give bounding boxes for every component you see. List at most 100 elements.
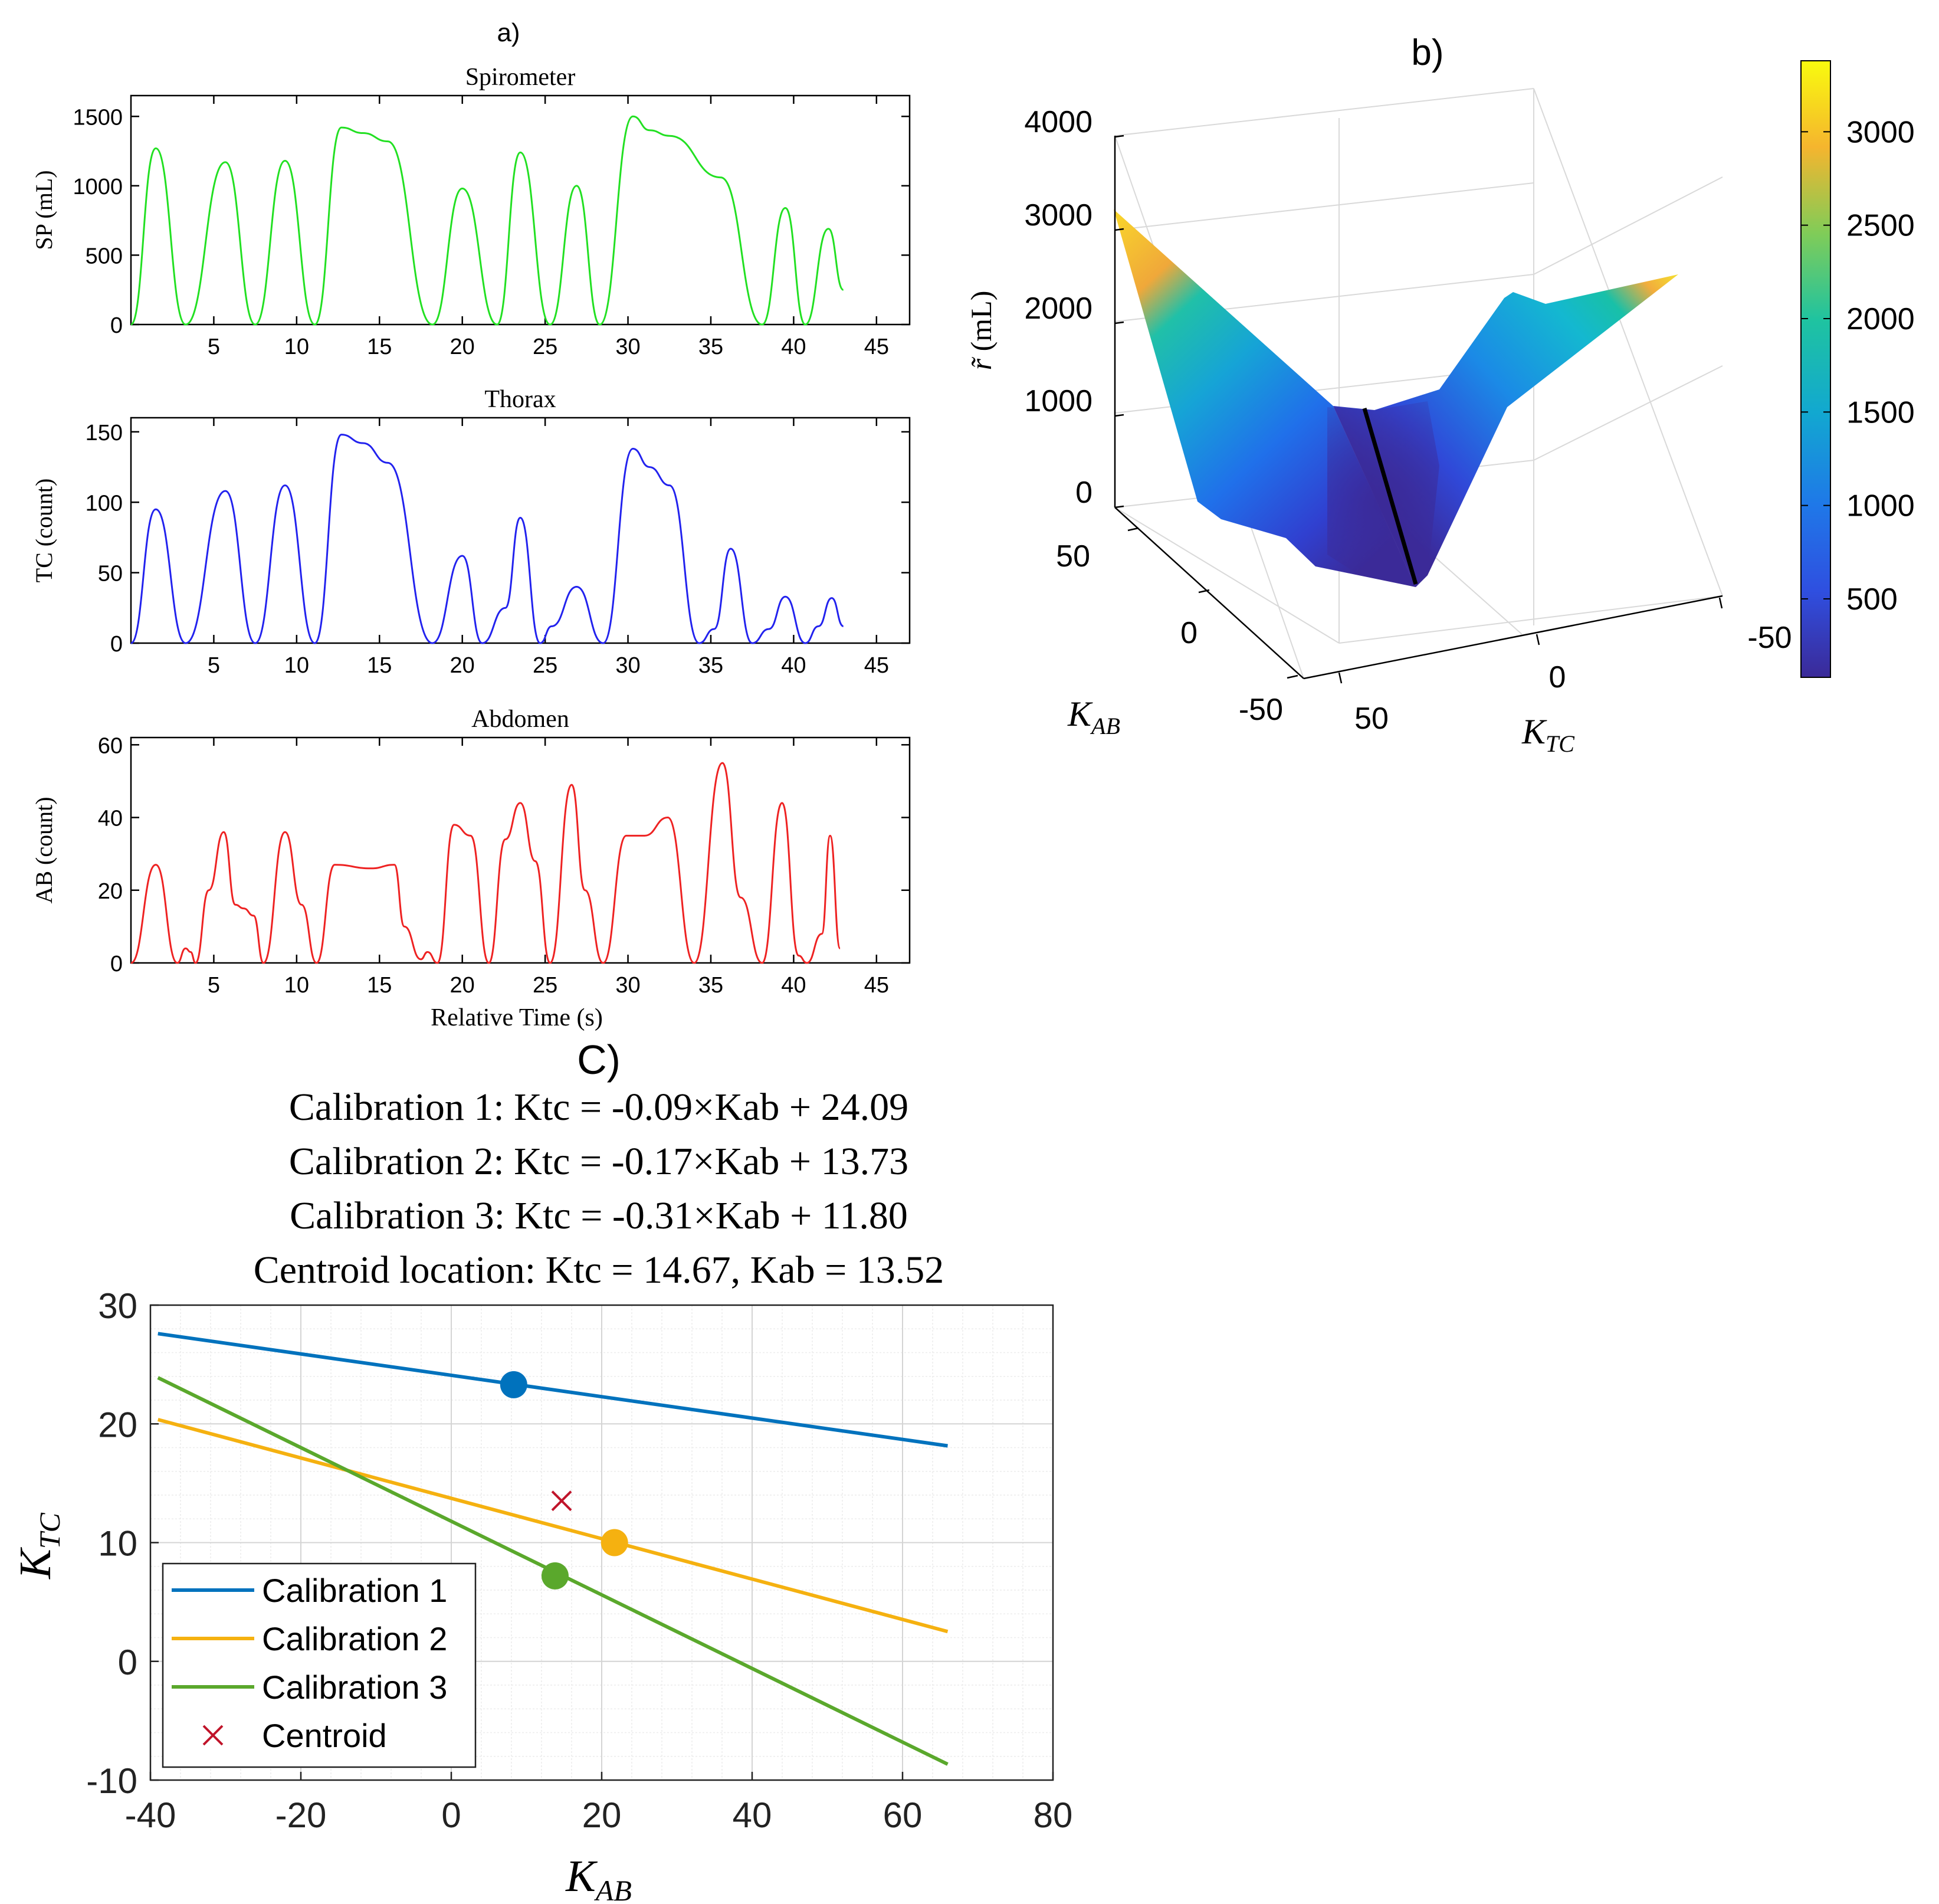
ytick-label: 50 bbox=[98, 562, 123, 586]
colorbar-tick-label: 500 bbox=[1846, 582, 1898, 617]
xtick-label: 5 bbox=[208, 653, 220, 678]
ytick-label: 60 bbox=[98, 733, 123, 758]
xtick-label: 0 bbox=[441, 1795, 461, 1835]
axes-box-3 bbox=[130, 736, 911, 964]
xtick-label: 15 bbox=[367, 653, 392, 678]
ytick-label: 20 bbox=[98, 879, 123, 904]
ktc-tick-mark bbox=[1718, 597, 1723, 609]
ytick-label: 500 bbox=[86, 244, 123, 268]
ktc-tick-mark bbox=[1536, 634, 1540, 645]
z-axis-label: r̃ (mL) bbox=[964, 291, 998, 371]
colorbar-tick-label: 3000 bbox=[1846, 115, 1915, 149]
ktc-tick-mark bbox=[1338, 672, 1343, 684]
z-axis-label-symbol: r̃ bbox=[964, 357, 998, 371]
legend-label-2: Calibration 2 bbox=[262, 1620, 447, 1657]
xtick-label: 25 bbox=[533, 973, 557, 998]
subplot-title-2: Thorax bbox=[484, 386, 556, 413]
kab-tick-mark bbox=[1198, 589, 1210, 594]
3d-surface bbox=[1114, 209, 1678, 587]
xtick-label: 80 bbox=[1034, 1795, 1073, 1835]
c-ylabel-main: K bbox=[11, 1547, 60, 1579]
ylabel-2: TC (count) bbox=[31, 479, 57, 583]
xtick-label: 30 bbox=[615, 653, 640, 678]
xtick-label: 10 bbox=[284, 335, 309, 359]
xtick-label: 10 bbox=[284, 973, 309, 998]
c-ylabel: KTC bbox=[11, 1512, 66, 1579]
ytick-label: 10 bbox=[98, 1524, 137, 1564]
xtick-label: 60 bbox=[883, 1795, 923, 1835]
ylabel-1: SP (mL) bbox=[31, 170, 57, 250]
panel-c-chart: C) Calibration 1: Ktc = -0.09×Kab + 24.0… bbox=[11, 1037, 1073, 1904]
ztick-mark bbox=[1114, 414, 1124, 417]
ztick-mark bbox=[1114, 135, 1124, 138]
title-line-4: Centroid location: Ktc = 14.67, Kab = 13… bbox=[254, 1248, 944, 1292]
xtick-label: 45 bbox=[864, 653, 889, 678]
xtick-label: -20 bbox=[275, 1795, 327, 1835]
ztick-label: 4000 bbox=[1024, 105, 1092, 139]
xtick-label: 40 bbox=[733, 1795, 772, 1835]
ytick-label: 30 bbox=[98, 1286, 137, 1326]
kab-tick-label: 50 bbox=[1056, 539, 1090, 574]
xtick-label: 40 bbox=[781, 973, 806, 998]
ylabel-3: AB (count) bbox=[31, 797, 57, 903]
ytick-label: 0 bbox=[118, 1643, 137, 1682]
ytick-label: 0 bbox=[110, 632, 123, 657]
title-line-2: Calibration 2: Ktc = -0.17×Kab + 13.73 bbox=[289, 1140, 908, 1183]
ytick-label: 40 bbox=[98, 807, 123, 831]
xtick-label: 45 bbox=[864, 335, 889, 359]
title-line-1: Calibration 1: Ktc = -0.09×Kab + 24.09 bbox=[289, 1086, 908, 1129]
ztick-mark bbox=[1114, 228, 1124, 231]
ytick-label: -10 bbox=[86, 1761, 137, 1801]
kab-tick-mark bbox=[1287, 674, 1298, 679]
xtick-label: 25 bbox=[533, 653, 557, 678]
subplot-title-1: Spirometer bbox=[465, 64, 576, 91]
colorbar bbox=[1800, 60, 1831, 678]
ktc-tick-label: 0 bbox=[1549, 660, 1566, 694]
ytick-label: 100 bbox=[86, 491, 123, 516]
xtick-label: 40 bbox=[781, 335, 806, 359]
calibration-point-3 bbox=[541, 1562, 569, 1590]
xtick-label: -40 bbox=[125, 1795, 176, 1835]
c-xlabel-sub: AB bbox=[594, 1874, 632, 1904]
title-line-3: Calibration 3: Ktc = -0.31×Kab + 11.80 bbox=[290, 1194, 908, 1237]
colorbar-tick-label: 2000 bbox=[1846, 302, 1915, 336]
legend-label-4: Centroid bbox=[262, 1717, 387, 1754]
3d-axes-ticks bbox=[1114, 136, 1723, 680]
series-line-AB bbox=[130, 762, 841, 964]
kab-tick-mark bbox=[1127, 527, 1139, 532]
colorbar-tick-label: 1500 bbox=[1846, 395, 1915, 430]
xtick-label: 30 bbox=[615, 973, 640, 998]
ytick-label: 1500 bbox=[73, 105, 123, 130]
panel-c-label: C) bbox=[577, 1037, 621, 1083]
panel-b-label: b) bbox=[1411, 32, 1443, 73]
ztick-label: 3000 bbox=[1024, 198, 1092, 232]
xtick-label: 45 bbox=[864, 973, 889, 998]
axes-box-1 bbox=[130, 94, 911, 326]
ytick-label: 20 bbox=[98, 1405, 137, 1444]
ztick-mark bbox=[1114, 505, 1124, 509]
xtick-label: 35 bbox=[698, 335, 723, 359]
xtick-label: 35 bbox=[698, 973, 723, 998]
ytick-label: 1000 bbox=[73, 175, 123, 199]
c-xlabel: KAB bbox=[565, 1851, 632, 1904]
xtick-label: 35 bbox=[698, 653, 723, 678]
ytick-label: 0 bbox=[110, 952, 123, 976]
svg-text:r̃ (mL): r̃ (mL) bbox=[964, 291, 998, 371]
calibration-line-2 bbox=[157, 1418, 949, 1634]
minimum-valley-line bbox=[1362, 408, 1418, 585]
ztick-label: 1000 bbox=[1024, 384, 1092, 418]
centroid-marker bbox=[551, 1490, 572, 1512]
xtick-label: 30 bbox=[615, 335, 640, 359]
panel-a-xlabel: Relative Time (s) bbox=[431, 1004, 603, 1031]
xtick-label: 20 bbox=[450, 973, 475, 998]
c-ylabel-sub: TC bbox=[33, 1512, 66, 1549]
xtick-label: 15 bbox=[367, 335, 392, 359]
axes-box-2 bbox=[130, 417, 911, 644]
xtick-label: 10 bbox=[284, 653, 309, 678]
xtick-label: 20 bbox=[582, 1795, 622, 1835]
colorbar-tick-label: 2500 bbox=[1846, 209, 1915, 243]
calibration-point-1 bbox=[500, 1371, 527, 1398]
ktc-tick-label: -50 bbox=[1747, 621, 1792, 655]
